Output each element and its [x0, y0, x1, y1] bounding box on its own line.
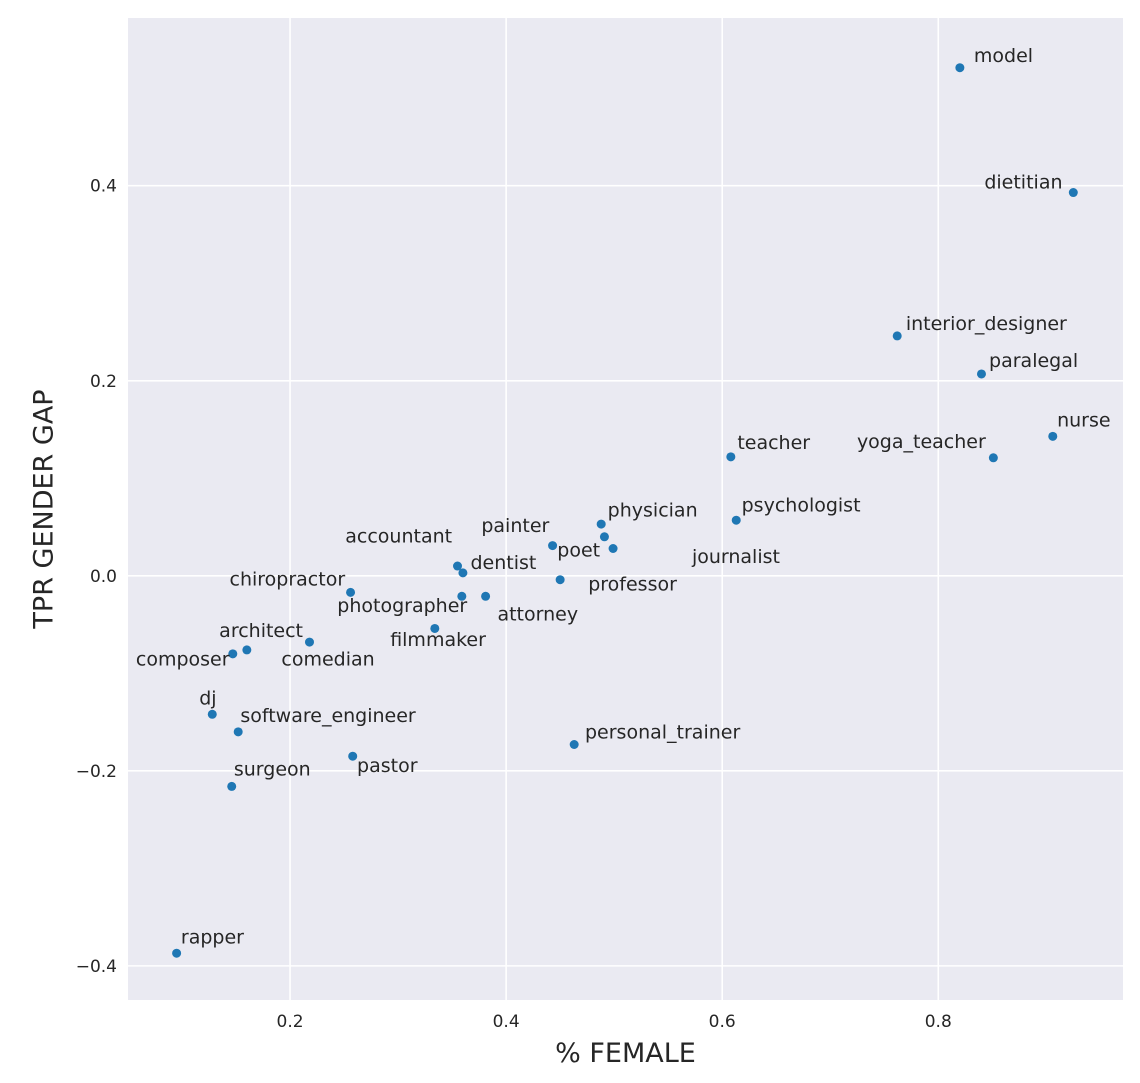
scatter-point-teacher — [726, 452, 736, 462]
scatter-point-architect — [304, 637, 314, 647]
x-tick-label: 0.8 — [925, 1012, 952, 1032]
point-label-attorney: attorney — [497, 604, 578, 626]
scatter-point-photographer — [457, 591, 467, 601]
point-label-professor: professor — [588, 573, 677, 595]
scatter-point-attorney — [481, 591, 491, 601]
point-label-painter: painter — [481, 515, 549, 537]
point-label-personal_trainer: personal_trainer — [585, 722, 740, 744]
point-label-photographer: photographer — [337, 595, 467, 617]
point-label-accountant: accountant — [345, 526, 452, 548]
point-label-surgeon: surgeon — [234, 759, 311, 781]
point-label-architect: architect — [219, 620, 303, 642]
y-tick-label: 0.4 — [90, 177, 117, 197]
scatter-point-filmmaker — [430, 623, 440, 633]
scatter-point-dietitian — [1068, 188, 1078, 198]
x-tick-label: 0.2 — [277, 1012, 304, 1032]
point-label-paralegal: paralegal — [989, 350, 1078, 372]
scatter-point-nurse — [1048, 431, 1058, 441]
point-label-software_engineer: software_engineer — [240, 705, 416, 727]
scatter-point-rapper — [172, 948, 182, 958]
scatter-point-poet — [599, 532, 609, 542]
scatter-point-psychologist — [731, 515, 741, 525]
scatter-point-painter — [548, 541, 558, 551]
point-label-rapper: rapper — [181, 926, 244, 948]
scatter-point-model — [955, 63, 965, 73]
point-label-composer: composer — [136, 649, 230, 671]
scatter-point-surgeon — [227, 781, 237, 791]
y-tick-label: −0.2 — [76, 762, 117, 782]
scatter-point-journalist — [608, 543, 618, 553]
scatter-point-comedian — [242, 645, 252, 655]
point-label-dietitian: dietitian — [984, 172, 1062, 194]
plot-background — [128, 18, 1123, 1000]
point-label-poet: poet — [557, 539, 600, 561]
point-label-nurse: nurse — [1057, 410, 1110, 432]
x-tick-label: 0.6 — [709, 1012, 736, 1032]
point-label-journalist: journalist — [691, 546, 780, 568]
scatter-point-software_engineer — [233, 727, 243, 737]
scatter-point-professor — [555, 575, 565, 585]
scatter-point-accountant — [453, 561, 463, 571]
scatter-point-dj — [207, 709, 217, 719]
point-label-yoga_teacher: yoga_teacher — [857, 431, 986, 453]
point-label-pastor: pastor — [357, 755, 418, 777]
scatter-point-physician — [596, 519, 606, 529]
point-label-psychologist: psychologist — [742, 494, 861, 516]
scatter-point-paralegal — [976, 369, 986, 379]
point-label-chiropractor: chiropractor — [230, 569, 346, 591]
y-tick-label: −0.4 — [76, 957, 117, 977]
scatter-point-yoga_teacher — [988, 453, 998, 463]
y-axis-label: TPR GENDER GAP — [28, 389, 60, 629]
scatter-point-dentist — [458, 568, 468, 578]
point-label-comedian: comedian — [281, 649, 374, 671]
point-label-interior_designer: interior_designer — [906, 313, 1067, 335]
x-axis-label: % FEMALE — [555, 1038, 696, 1069]
scatter-point-chiropractor — [346, 587, 356, 597]
point-label-model: model — [974, 45, 1033, 67]
scatter-point-pastor — [348, 751, 358, 761]
point-label-dentist: dentist — [470, 552, 536, 574]
scatter-point-composer — [228, 649, 238, 659]
y-tick-label: 0.2 — [90, 372, 117, 392]
point-label-dj: dj — [199, 688, 216, 710]
scatter-point-personal_trainer — [569, 740, 579, 750]
point-label-filmmaker: filmmaker — [390, 629, 486, 651]
x-tick-label: 0.4 — [493, 1012, 520, 1032]
scatter-point-interior_designer — [892, 331, 902, 341]
point-label-teacher: teacher — [737, 432, 810, 454]
y-tick-label: 0.0 — [90, 567, 117, 587]
point-label-physician: physician — [608, 499, 698, 521]
